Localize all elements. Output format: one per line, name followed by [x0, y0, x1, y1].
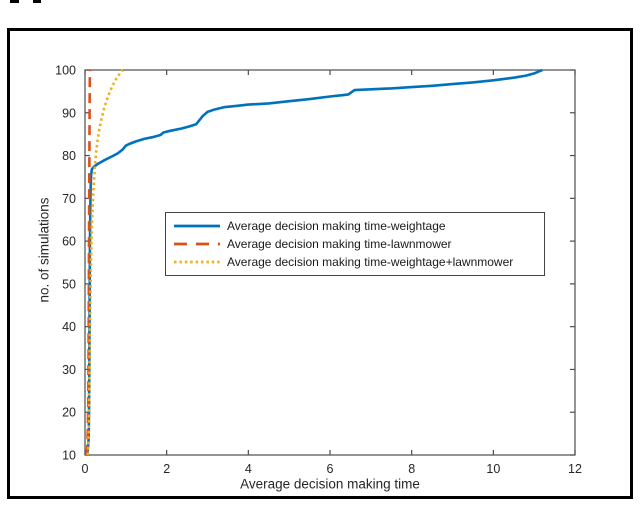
y-tick-label: 20 — [62, 406, 76, 420]
legend-label: Average decision making time-lawnmower — [227, 237, 452, 251]
x-tick-label: 8 — [408, 462, 415, 476]
cropped-label-fragment-right — [33, 0, 41, 3]
y-tick-label: 30 — [62, 363, 76, 377]
series-line-1 — [84, 69, 92, 456]
y-tick-label: 90 — [62, 106, 76, 120]
y-tick-label: 80 — [62, 149, 76, 163]
y-tick-label: 50 — [62, 277, 76, 291]
legend-line-sample-dotted — [174, 260, 220, 264]
y-tick-label: 60 — [62, 235, 76, 249]
y-tick-label: 10 — [62, 449, 76, 463]
x-tick-label: 4 — [245, 462, 252, 476]
x-tick-label: 10 — [486, 462, 500, 476]
legend-label: Average decision making time-weightage+l… — [227, 255, 514, 269]
y-tick-label: 100 — [55, 64, 76, 78]
legend: Average decision making time-weightage A… — [165, 212, 545, 276]
x-tick-label: 6 — [327, 462, 334, 476]
series-line-0 — [85, 68, 543, 456]
x-axis-label: Average decision making time — [240, 476, 420, 492]
legend-item-weightage-lawnmower: Average decision making time-weightage+l… — [174, 255, 540, 269]
y-tick-label: 70 — [62, 192, 76, 206]
y-tick-label: 40 — [62, 320, 76, 334]
x-tick-label: 2 — [163, 462, 170, 476]
x-tick-label: 12 — [568, 462, 582, 476]
legend-line-sample-dashed — [174, 242, 220, 246]
series-line-2 — [86, 69, 124, 456]
cropped-label-fragment-left — [10, 0, 19, 3]
legend-line-sample-solid — [174, 224, 220, 228]
legend-label: Average decision making time-weightage — [227, 219, 446, 233]
legend-item-lawnmower: Average decision making time-lawnmower — [174, 237, 540, 251]
x-tick-label: 0 — [82, 462, 89, 476]
legend-item-weightage: Average decision making time-weightage — [174, 219, 540, 233]
y-axis-label: no. of simulations — [36, 197, 52, 303]
